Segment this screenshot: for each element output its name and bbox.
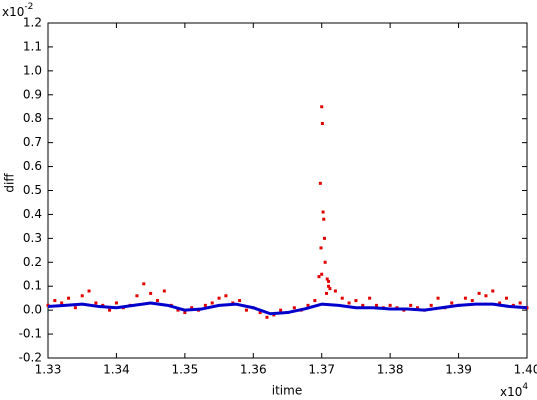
data-point <box>518 301 522 305</box>
x-tick-label: 1.35 <box>171 363 198 377</box>
data-point <box>87 289 91 293</box>
data-point <box>258 311 262 315</box>
data-point <box>73 306 77 310</box>
data-point <box>319 246 323 250</box>
data-point <box>142 282 146 286</box>
data-point <box>162 289 166 293</box>
x-tick-label: 1.33 <box>35 363 62 377</box>
data-point <box>463 296 467 300</box>
data-point <box>323 260 327 264</box>
data-point <box>322 217 326 221</box>
data-point <box>67 296 71 300</box>
data-point <box>183 311 187 315</box>
y-tick-label: 1.1 <box>23 39 42 53</box>
data-point <box>409 303 413 307</box>
y-tick-label: 0.3 <box>23 231 42 245</box>
x-tick-label: 1.40 <box>514 363 537 377</box>
y-tick-label: 0.7 <box>23 135 42 149</box>
x-tick-label: 1.36 <box>240 363 267 377</box>
data-point <box>491 289 495 293</box>
data-point <box>450 301 454 305</box>
data-point <box>320 122 324 125</box>
y-tick-label: -0.2 <box>19 351 42 365</box>
data-point <box>60 301 64 305</box>
data-point <box>325 277 329 281</box>
data-point <box>504 296 508 300</box>
data-point <box>94 301 98 305</box>
data-point <box>279 308 283 312</box>
data-point <box>292 306 296 310</box>
data-point <box>388 303 392 307</box>
data-point <box>176 308 180 312</box>
data-point <box>217 296 221 300</box>
data-point <box>313 299 317 303</box>
y-multiplier: x10-2 <box>2 2 33 19</box>
data-point <box>327 284 331 288</box>
data-point <box>477 291 481 295</box>
data-point <box>155 299 159 303</box>
data-point <box>354 299 358 303</box>
data-point <box>114 301 118 305</box>
data-point <box>320 105 324 109</box>
y-tick-label: 0.0 <box>23 303 42 317</box>
x-tick-label: 1.34 <box>103 363 130 377</box>
y-tick-label: 0.9 <box>23 87 42 101</box>
data-point <box>325 291 329 295</box>
data-point <box>203 303 207 307</box>
y-tick-label: 0.6 <box>23 159 42 173</box>
data-point <box>436 296 440 300</box>
data-point <box>484 294 488 298</box>
data-point <box>322 236 326 240</box>
data-point <box>368 296 372 300</box>
data-point <box>80 294 84 298</box>
data-point <box>265 315 269 319</box>
data-point <box>108 308 112 312</box>
y-tick-label: 1.2 <box>23 16 42 30</box>
y-tick-label: -0.1 <box>19 327 42 341</box>
multiplier-exponent: 4 <box>522 382 528 392</box>
y-tick-label: 0.5 <box>23 183 42 197</box>
data-point <box>416 306 420 310</box>
y-tick-label: 0.1 <box>23 279 42 293</box>
x-tick-label: 1.38 <box>377 363 404 377</box>
y-tick-label: 1.0 <box>23 63 42 77</box>
data-point <box>244 308 248 312</box>
data-point <box>149 291 153 295</box>
y-tick-label: 0.4 <box>23 207 42 221</box>
data-point <box>361 303 365 307</box>
x-tick-label: 1.37 <box>308 363 335 377</box>
data-point <box>210 301 214 305</box>
data-point <box>135 294 139 298</box>
data-point <box>306 303 310 307</box>
data-point <box>320 272 324 276</box>
data-point <box>347 301 351 305</box>
x-tick-label: 1.39 <box>445 363 472 377</box>
data-point <box>333 289 337 293</box>
x-axis-label: itime <box>272 384 302 398</box>
data-point <box>238 299 242 303</box>
data-point <box>318 181 322 185</box>
data-point <box>340 296 344 300</box>
x-multiplier: x104 <box>500 382 528 399</box>
data-point <box>190 306 194 310</box>
data-point <box>328 287 332 291</box>
data-line <box>47 301 528 316</box>
data-point <box>53 299 57 303</box>
y-axis-label: diff <box>3 173 17 193</box>
data-point <box>374 303 378 307</box>
y-tick-label: 0.2 <box>23 255 42 269</box>
multiplier-base: x10 <box>2 5 24 19</box>
data-point <box>429 303 433 307</box>
data-point <box>327 279 331 283</box>
data-point <box>317 275 321 279</box>
data-point <box>224 294 228 298</box>
y-tick-label: 0.8 <box>23 111 42 125</box>
data-point <box>321 210 325 214</box>
data-point <box>498 301 502 305</box>
data-point <box>470 299 474 303</box>
multiplier-exponent: -2 <box>24 2 33 12</box>
multiplier-base: x10 <box>500 385 522 399</box>
